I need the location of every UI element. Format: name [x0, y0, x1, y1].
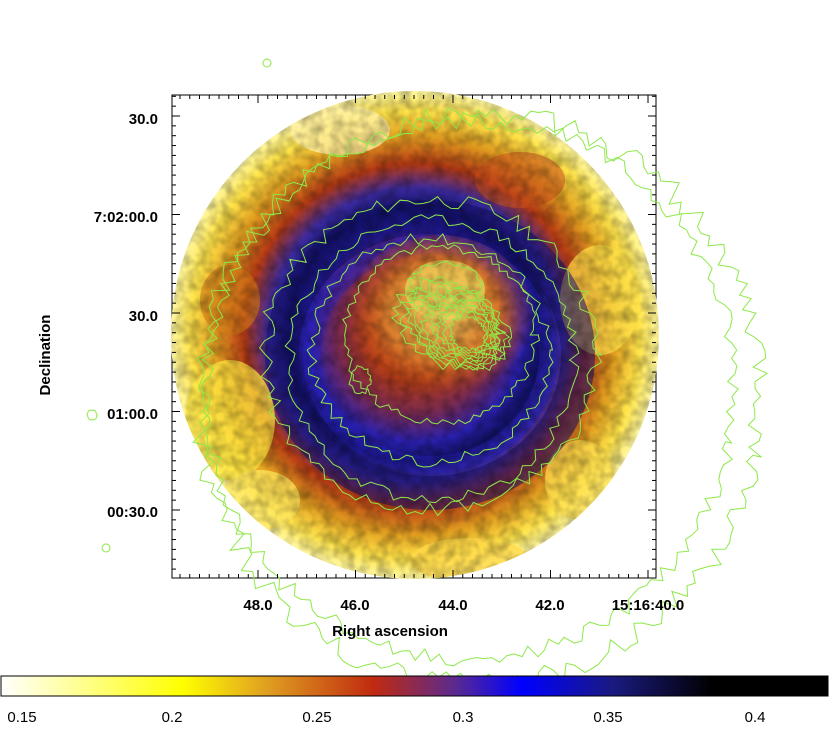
colorbar-tick-5: 0.4 — [745, 709, 766, 726]
axis-ticks — [172, 95, 656, 578]
contour-overlay — [86, 58, 769, 694]
y-axis-label: Declination — [37, 315, 54, 396]
x-tick-label-2: 44.0 — [438, 597, 467, 614]
colorbar — [0, 675, 829, 697]
x-tick-label-1: 46.0 — [340, 597, 369, 614]
y-tick-label-0: 30.0 — [129, 111, 158, 128]
y-tick-label-1: 7:02:00.0 — [94, 209, 158, 226]
x-axis-label: Right ascension — [332, 623, 448, 640]
x-tick-label-3: 42.0 — [535, 597, 564, 614]
colorbar-tick-4: 0.35 — [593, 709, 622, 726]
colorbar-tick-2: 0.25 — [302, 709, 331, 726]
colorbar-tick-1: 0.2 — [162, 709, 183, 726]
colorbar-tick-0: 0.15 — [7, 709, 36, 726]
y-tick-label-2: 30.0 — [129, 308, 158, 325]
y-tick-label-4: 00:30.0 — [107, 504, 158, 521]
x-tick-label-4: 15:16:40.0 — [612, 597, 685, 614]
colorbar-tick-3: 0.3 — [453, 709, 474, 726]
y-tick-label-3: 01:00.0 — [107, 406, 158, 423]
x-tick-label-0: 48.0 — [243, 597, 272, 614]
